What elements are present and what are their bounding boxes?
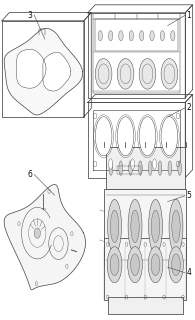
Ellipse shape (139, 59, 156, 89)
Ellipse shape (95, 117, 112, 156)
Ellipse shape (139, 31, 144, 41)
Text: 6: 6 (28, 170, 33, 179)
Bar (2, 21, 84, 117)
Ellipse shape (169, 199, 183, 253)
Ellipse shape (119, 161, 122, 175)
Ellipse shape (110, 254, 119, 276)
Ellipse shape (168, 161, 172, 175)
Ellipse shape (108, 31, 113, 41)
Bar (106, 148, 185, 189)
Polygon shape (4, 185, 86, 290)
Text: 3: 3 (28, 11, 33, 20)
Bar (108, 297, 183, 314)
Ellipse shape (148, 247, 163, 283)
Ellipse shape (108, 199, 121, 253)
Ellipse shape (128, 199, 142, 253)
Ellipse shape (117, 117, 134, 156)
Polygon shape (4, 28, 83, 115)
Ellipse shape (109, 161, 113, 175)
Bar (93, 19, 180, 93)
Ellipse shape (129, 161, 132, 175)
Ellipse shape (152, 159, 156, 169)
Ellipse shape (148, 161, 152, 175)
Bar (104, 238, 186, 300)
Ellipse shape (172, 254, 180, 276)
Ellipse shape (161, 117, 178, 156)
Ellipse shape (151, 254, 160, 276)
Text: 4: 4 (186, 268, 191, 277)
Polygon shape (17, 49, 46, 88)
Ellipse shape (129, 31, 134, 41)
Bar (117, 166, 141, 174)
Ellipse shape (158, 161, 162, 175)
Ellipse shape (172, 210, 180, 243)
Ellipse shape (171, 31, 175, 41)
Ellipse shape (150, 31, 154, 41)
Ellipse shape (131, 210, 139, 243)
Bar (95, 19, 178, 51)
Ellipse shape (131, 254, 139, 276)
Text: 5: 5 (186, 191, 191, 200)
Bar (104, 189, 186, 264)
Ellipse shape (109, 159, 113, 169)
Ellipse shape (117, 59, 134, 89)
Ellipse shape (98, 31, 102, 41)
Ellipse shape (160, 31, 165, 41)
Ellipse shape (178, 161, 182, 175)
Text: 2: 2 (186, 103, 191, 112)
Bar (88, 102, 185, 178)
Ellipse shape (95, 59, 112, 89)
Text: 1: 1 (186, 11, 191, 20)
Ellipse shape (169, 247, 183, 283)
Ellipse shape (151, 210, 160, 243)
Polygon shape (43, 52, 71, 91)
Ellipse shape (131, 159, 135, 169)
Ellipse shape (110, 210, 119, 243)
Ellipse shape (161, 59, 178, 89)
Ellipse shape (139, 117, 156, 156)
Circle shape (34, 228, 40, 238)
Ellipse shape (138, 161, 142, 175)
Ellipse shape (119, 31, 123, 41)
Ellipse shape (107, 247, 122, 283)
Bar (88, 13, 185, 98)
Ellipse shape (149, 199, 162, 253)
Ellipse shape (128, 247, 142, 283)
